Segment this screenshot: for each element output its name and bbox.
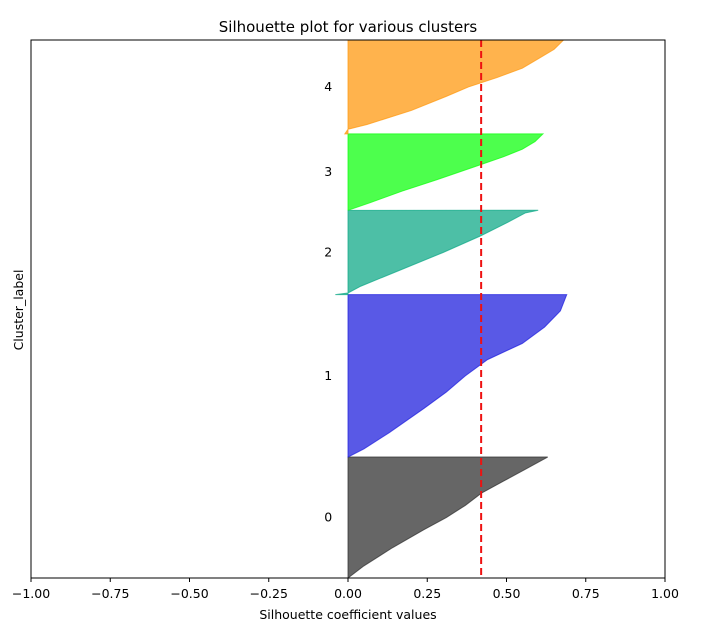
x-tick-label: −1.00 [12, 586, 50, 601]
x-tick-label: 0.00 [334, 586, 362, 601]
cluster-1-label: 1 [324, 368, 332, 383]
cluster-0-label: 0 [324, 510, 332, 525]
cluster-2-silhouette [335, 209, 539, 296]
cluster-4-label: 4 [324, 79, 332, 94]
y-axis-label: Cluster_label [11, 270, 26, 351]
x-tick-label: 0.75 [572, 586, 600, 601]
cluster-4-silhouette [343, 40, 565, 135]
x-axis-label: Silhouette coefficient values [259, 607, 436, 622]
cluster-0-silhouette [347, 456, 548, 578]
x-tick-label: −0.50 [170, 586, 208, 601]
cluster-2-label: 2 [324, 244, 332, 259]
cluster-3-label: 3 [324, 164, 332, 179]
x-tick-label: 1.00 [651, 586, 679, 601]
x-tick-label: 0.50 [493, 586, 521, 601]
plot-area: 0 1 2 3 4 [324, 40, 568, 578]
x-tick-label: −0.75 [91, 586, 129, 601]
x-tick-label: −0.25 [250, 586, 288, 601]
x-tick-label: 0.25 [413, 586, 441, 601]
x-axis-ticks: −1.00 −0.75 −0.50 −0.25 0.00 0.25 0.50 0.75 1.00 [12, 578, 679, 601]
cluster-1-silhouette [347, 294, 568, 458]
chart-title: Silhouette plot for various clusters [219, 18, 478, 36]
